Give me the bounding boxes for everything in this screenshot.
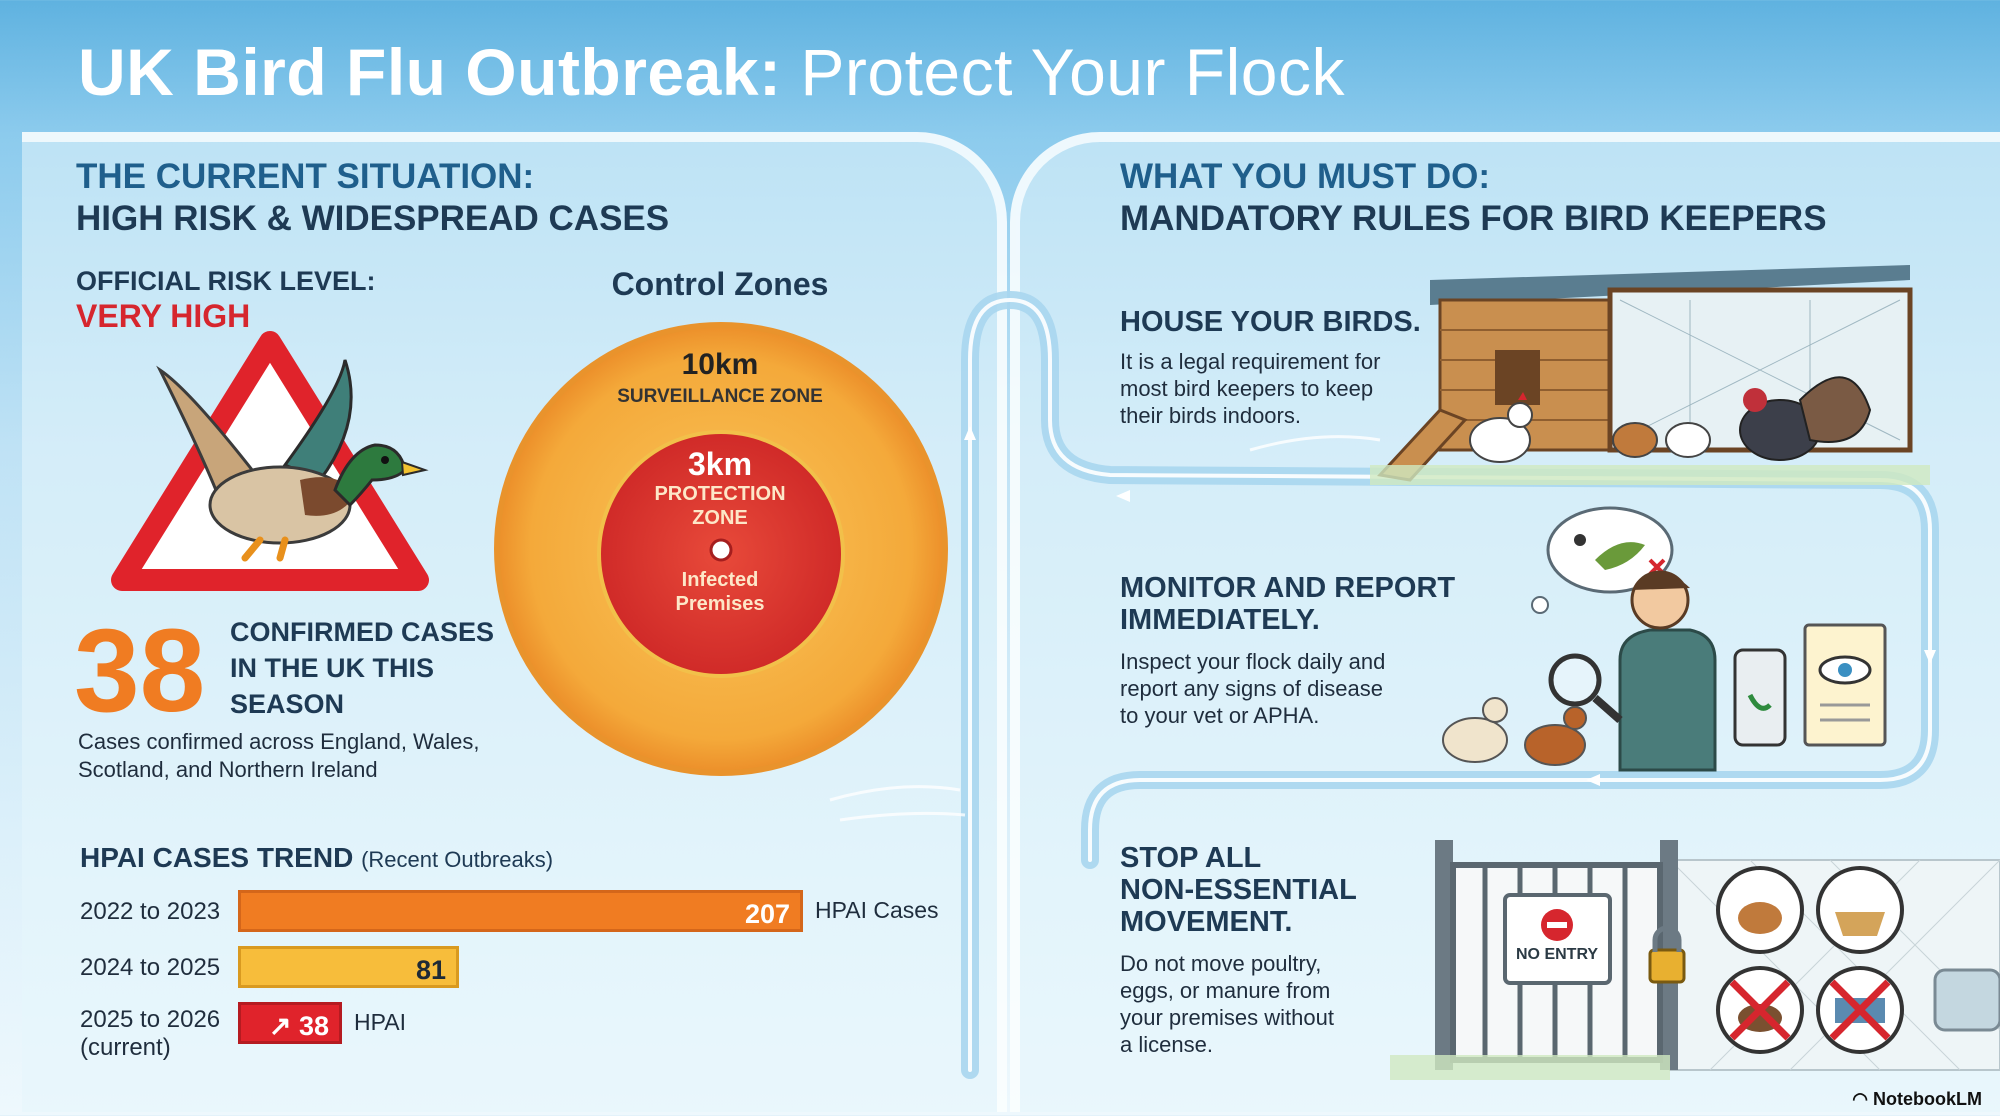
duck-warning-icon (111, 331, 429, 591)
movement-text-line3: your premises without (1120, 1005, 1334, 1030)
trend-label-row1: 2022 to 2023 (80, 898, 221, 925)
rules-heading-line1: WHAT YOU MUST DO: (1120, 157, 1491, 196)
risk-level-value: VERY HIGH (76, 298, 251, 334)
trend-label-row3: 2025 to 2026 (current) (80, 1006, 220, 1062)
movement-title-line3: MOVEMENT. (1120, 906, 1293, 938)
control-zones-diagram (494, 322, 948, 776)
movement-text-line2: eggs, or manure from (1120, 978, 1331, 1003)
trend-bar-legend: HPAI Cases (815, 897, 939, 923)
trend-bar: 81 (238, 946, 459, 988)
outer-zone-distance: 10km (681, 348, 759, 381)
outer-zone-label: SURVEILLANCE ZONE (617, 386, 823, 407)
no-entry-sign: NO ENTRY (1516, 946, 1599, 963)
monitor-text-line1: Inspect your flock daily and (1120, 649, 1386, 674)
monitor-title-line1: MONITOR AND REPORT (1120, 572, 1456, 604)
monitor-text: Inspect your flock daily and report any … (1120, 648, 1385, 729)
center-label-line2: Premises (675, 593, 765, 615)
trend-bar-value: 81 (415, 955, 446, 985)
movement-title: STOP ALL NON-ESSENTIAL MOVEMENT. (1120, 842, 1357, 938)
gate-no-entry-icon (1390, 840, 2000, 1080)
monitor-title: MONITOR AND REPORT IMMEDIATELY. (1120, 572, 1455, 636)
movement-title-line1: STOP ALL (1120, 842, 1262, 874)
cases-text: CONFIRMED CASES IN THE UK THIS SEASON (230, 614, 494, 722)
movement-text-line1: Do not move poultry, (1120, 951, 1322, 976)
house-birds-text-line3: their birds indoors. (1120, 403, 1301, 428)
control-zones-title: Control Zones (611, 266, 829, 302)
house-birds-text-line1: It is a legal requirement for (1120, 349, 1381, 374)
movement-title-line2: NON-ESSENTIAL (1120, 874, 1357, 906)
house-birds-text-line2: most bird keepers to keep (1120, 376, 1374, 401)
inner-zone-label: PROTECTION ZONE (560, 482, 880, 530)
risk-level-label: OFFICIAL RISK LEVEL: (76, 266, 376, 296)
rules-heading: WHAT YOU MUST DO: MANDATORY RULES FOR BI… (1120, 156, 1827, 240)
footer-brand-text: NotebookLM (1873, 1089, 1982, 1109)
chicken-coop-icon (1370, 265, 1930, 485)
footer-brand: ◠ NotebookLM (1852, 1089, 1982, 1110)
trend-label-row3-line2: (current) (80, 1034, 171, 1061)
house-birds-text: It is a legal requirement for most bird … (1120, 348, 1380, 429)
trend-title-sub: (Recent Outbreaks) (361, 847, 554, 872)
inner-zone-label-line1: PROTECTION (654, 483, 786, 505)
situation-heading: THE CURRENT SITUATION: HIGH RISK & WIDES… (76, 156, 669, 240)
center-label: Infected Premises (560, 568, 880, 616)
house-birds-title: HOUSE YOUR BIRDS. (1120, 306, 1421, 338)
situation-heading-line2: HIGH RISK & WIDESPREAD CASES (76, 199, 670, 238)
center-label-line1: Infected (681, 569, 759, 591)
title-light: Protect Your Flock (800, 35, 1345, 109)
cases-text-line3: SEASON (230, 689, 345, 719)
trend-bar-value: 207 (744, 899, 790, 929)
cases-number: 38 (74, 605, 206, 737)
cases-text-line2: IN THE UK THIS (230, 653, 435, 683)
inner-zone-label-line2: ZONE (692, 507, 748, 529)
trend-bar: ↗ 38 (238, 1002, 342, 1044)
trend-bar-value: ↗ 38 (268, 1011, 329, 1041)
trend-bars: 207 HPAI Cases 81 ↗ 38 HPAI (238, 0, 978, 1116)
infected-premises-dot (709, 538, 733, 562)
title-bold: UK Bird Flu Outbreak: (78, 35, 782, 109)
situation-heading-line1: THE CURRENT SITUATION: (76, 157, 535, 196)
cases-note: Cases confirmed across England, Wales, S… (78, 728, 479, 784)
trend-title-main: HPAI CASES TREND (80, 842, 354, 873)
cases-note-line2: Scotland, and Northern Ireland (78, 757, 378, 782)
inner-zone-distance: 3km (687, 446, 753, 482)
notebooklm-icon: ◠ (1852, 1089, 1874, 1109)
trend-label-row3-line1: 2025 to 2026 (80, 1006, 221, 1033)
cases-note-line1: Cases confirmed across England, Wales, (78, 729, 480, 754)
inspector-icon (1442, 506, 1887, 772)
page-title: UK Bird Flu Outbreak: Protect Your Flock (78, 34, 1345, 110)
movement-text: Do not move poultry, eggs, or manure fro… (1120, 950, 1334, 1058)
monitor-text-line3: to your vet or APHA. (1120, 703, 1320, 728)
trend-label-row2: 2024 to 2025 (80, 954, 221, 981)
movement-text-line4: a license. (1120, 1032, 1213, 1057)
monitor-text-line2: report any signs of disease (1120, 676, 1383, 701)
trend-title: HPAI CASES TREND (Recent Outbreaks) (80, 842, 553, 874)
trend-bar-legend: HPAI (354, 1009, 406, 1035)
trend-bar: 207 (238, 890, 803, 932)
rules-heading-line2: MANDATORY RULES FOR BIRD KEEPERS (1120, 199, 1827, 238)
cases-text-line1: CONFIRMED CASES (230, 617, 495, 647)
monitor-title-line2: IMMEDIATELY. (1120, 604, 1320, 636)
